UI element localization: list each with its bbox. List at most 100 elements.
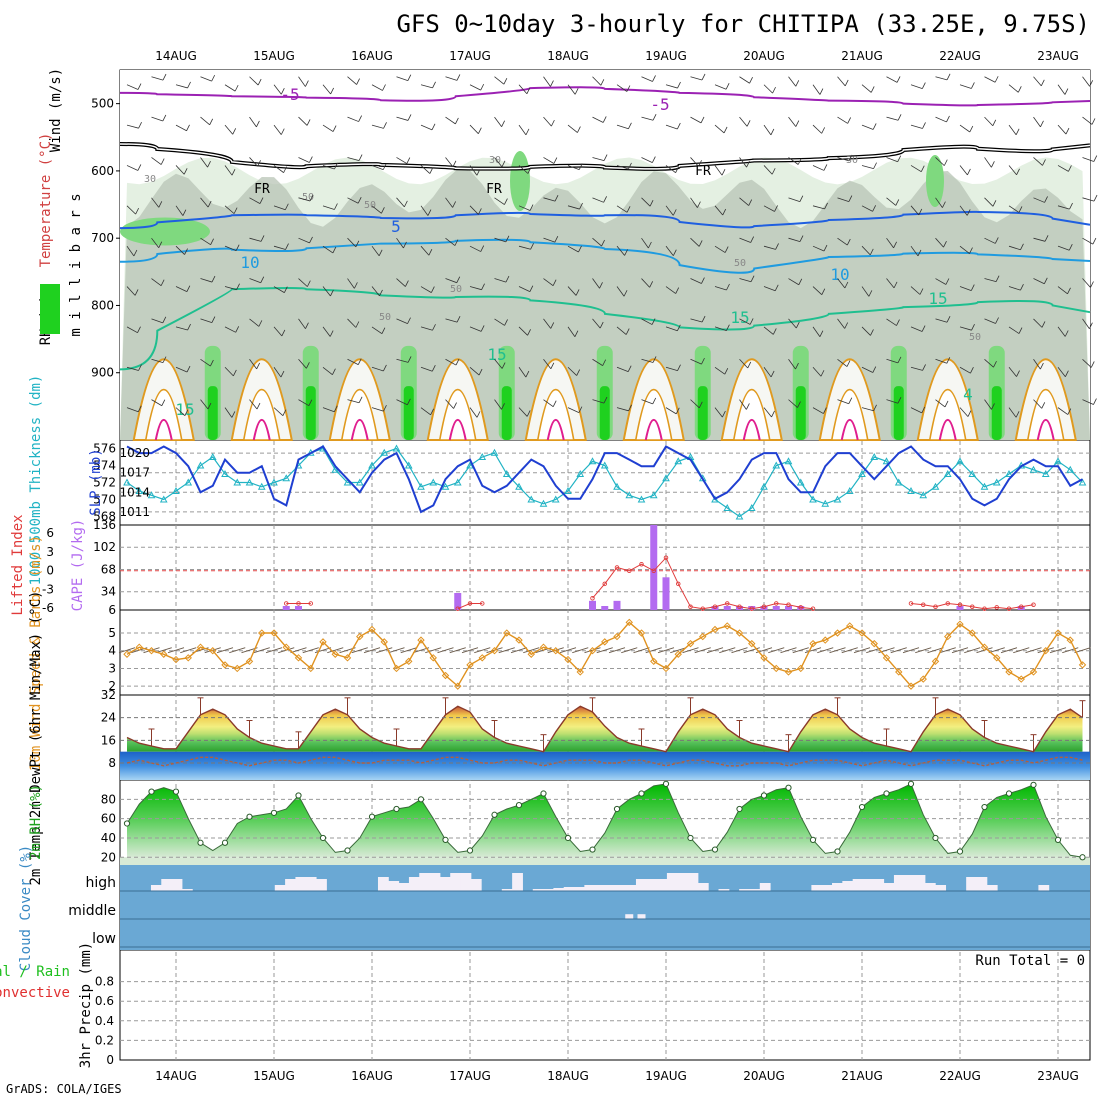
wind-barb — [665, 124, 678, 130]
wind-barb-flag — [724, 246, 729, 253]
high-cloud-bar — [924, 883, 936, 891]
contour-label: -5 — [650, 95, 669, 114]
cape-tick-label: 136 — [93, 518, 116, 532]
wind-barb-flag — [774, 205, 778, 212]
wind-barb-flag — [309, 236, 313, 244]
high-cloud-bar — [873, 879, 885, 891]
wind-barb — [812, 367, 822, 377]
wind10-barb — [633, 647, 650, 654]
wind-barb-flag — [992, 119, 997, 126]
wind-barb-flag — [333, 405, 338, 412]
thickness-point — [417, 482, 425, 490]
wind-barb-flag — [701, 357, 705, 365]
cape-tick-label: 6 — [108, 603, 116, 617]
thickness-point — [968, 469, 977, 477]
wind-barb-flag — [552, 400, 557, 407]
wind-barb — [959, 245, 970, 254]
date-label-top: 19AUG — [645, 49, 687, 63]
wind-barb-flag — [550, 362, 555, 369]
wind-barb — [322, 205, 335, 210]
thickness-point — [551, 495, 560, 503]
wind10-point — [258, 629, 266, 637]
rh-point — [981, 803, 988, 811]
wind-barb — [592, 278, 600, 289]
slp-tick-label: 1017 — [119, 466, 150, 480]
wind10-barb — [265, 647, 283, 654]
wind10-point — [356, 632, 364, 641]
wind-barb — [690, 278, 702, 284]
wind-barb — [200, 278, 213, 283]
wind-barb-flag — [430, 408, 434, 416]
li-point — [810, 606, 816, 611]
wind-barb-flag — [1017, 86, 1022, 93]
wind-barb — [886, 237, 894, 249]
wind-barb-flag — [848, 154, 853, 162]
wind-barb — [347, 237, 357, 248]
li-tick-label: -6 — [42, 601, 54, 615]
wind-barb-flag — [672, 209, 677, 216]
wind10-point — [980, 643, 989, 651]
li-line — [910, 602, 1034, 610]
pressure-tick-label: 600 — [91, 164, 114, 178]
wind10-point — [160, 650, 168, 658]
wind-barb-flag — [1043, 277, 1048, 284]
wind-barb-flag — [379, 289, 383, 297]
wind-barb-flag — [283, 286, 288, 293]
li-point — [725, 601, 730, 606]
wind-barb-flag — [601, 239, 605, 247]
thickness-point — [845, 486, 854, 494]
wind-barb — [445, 278, 457, 284]
wind-barb — [518, 124, 527, 136]
wind-barb-flag — [1020, 243, 1024, 250]
pressure-tick-label: 700 — [91, 231, 114, 245]
wind-barb-flag — [355, 321, 360, 328]
rh2m-panel — [120, 780, 1090, 865]
wind-barb-flag — [432, 81, 436, 89]
wind-barb-flag — [1093, 398, 1097, 405]
rh-point — [662, 780, 670, 787]
wind-barb — [886, 318, 897, 326]
wind-barb — [861, 245, 871, 256]
wind-barb-flag — [844, 79, 849, 87]
thickness-point — [282, 474, 291, 482]
wind-barb — [861, 326, 871, 336]
cape-tick-label: 68 — [101, 562, 116, 576]
wind-barb — [739, 358, 749, 369]
thickness-point — [429, 478, 438, 486]
wind-barb-flag — [994, 76, 999, 83]
wind-barb — [396, 76, 408, 82]
wind-barb-flag — [896, 76, 901, 83]
high-cloud-bar — [966, 877, 977, 891]
wind-barb-flag — [897, 356, 902, 364]
wind-barb — [641, 399, 653, 405]
wind10-point — [209, 647, 217, 655]
wind-barb-flag — [452, 160, 457, 168]
wind-barb — [1082, 399, 1094, 405]
wind-barb-flag — [1044, 235, 1049, 242]
wind-barb-flag — [1090, 361, 1095, 368]
wind-barb — [151, 318, 163, 324]
wind-barb — [886, 358, 899, 364]
wind-barb-flag — [550, 80, 554, 87]
wind-barb — [420, 326, 433, 331]
date-label-bottom: 23AUG — [1037, 1069, 1079, 1083]
rh-point — [638, 790, 645, 797]
high-cloud-bar — [439, 877, 451, 891]
wind10-barb — [670, 647, 687, 654]
wind-barb — [322, 84, 331, 95]
wind10-point — [184, 654, 192, 662]
temperature-isoline — [119, 238, 1091, 274]
wind10-point — [858, 629, 866, 637]
thickness-point — [1054, 457, 1062, 465]
hot-isoline — [350, 418, 369, 441]
li-point — [921, 602, 926, 608]
wind-barb — [249, 399, 258, 410]
thickness-point — [772, 461, 781, 469]
wind-barb-flag — [922, 122, 926, 129]
contour-label: 50 — [302, 192, 314, 203]
wind10-barb — [1062, 647, 1079, 654]
wind-barb-flag — [651, 156, 656, 163]
li-point — [700, 606, 706, 611]
middle-cloud-bar — [625, 914, 634, 919]
warm-plume-inner — [732, 389, 771, 441]
